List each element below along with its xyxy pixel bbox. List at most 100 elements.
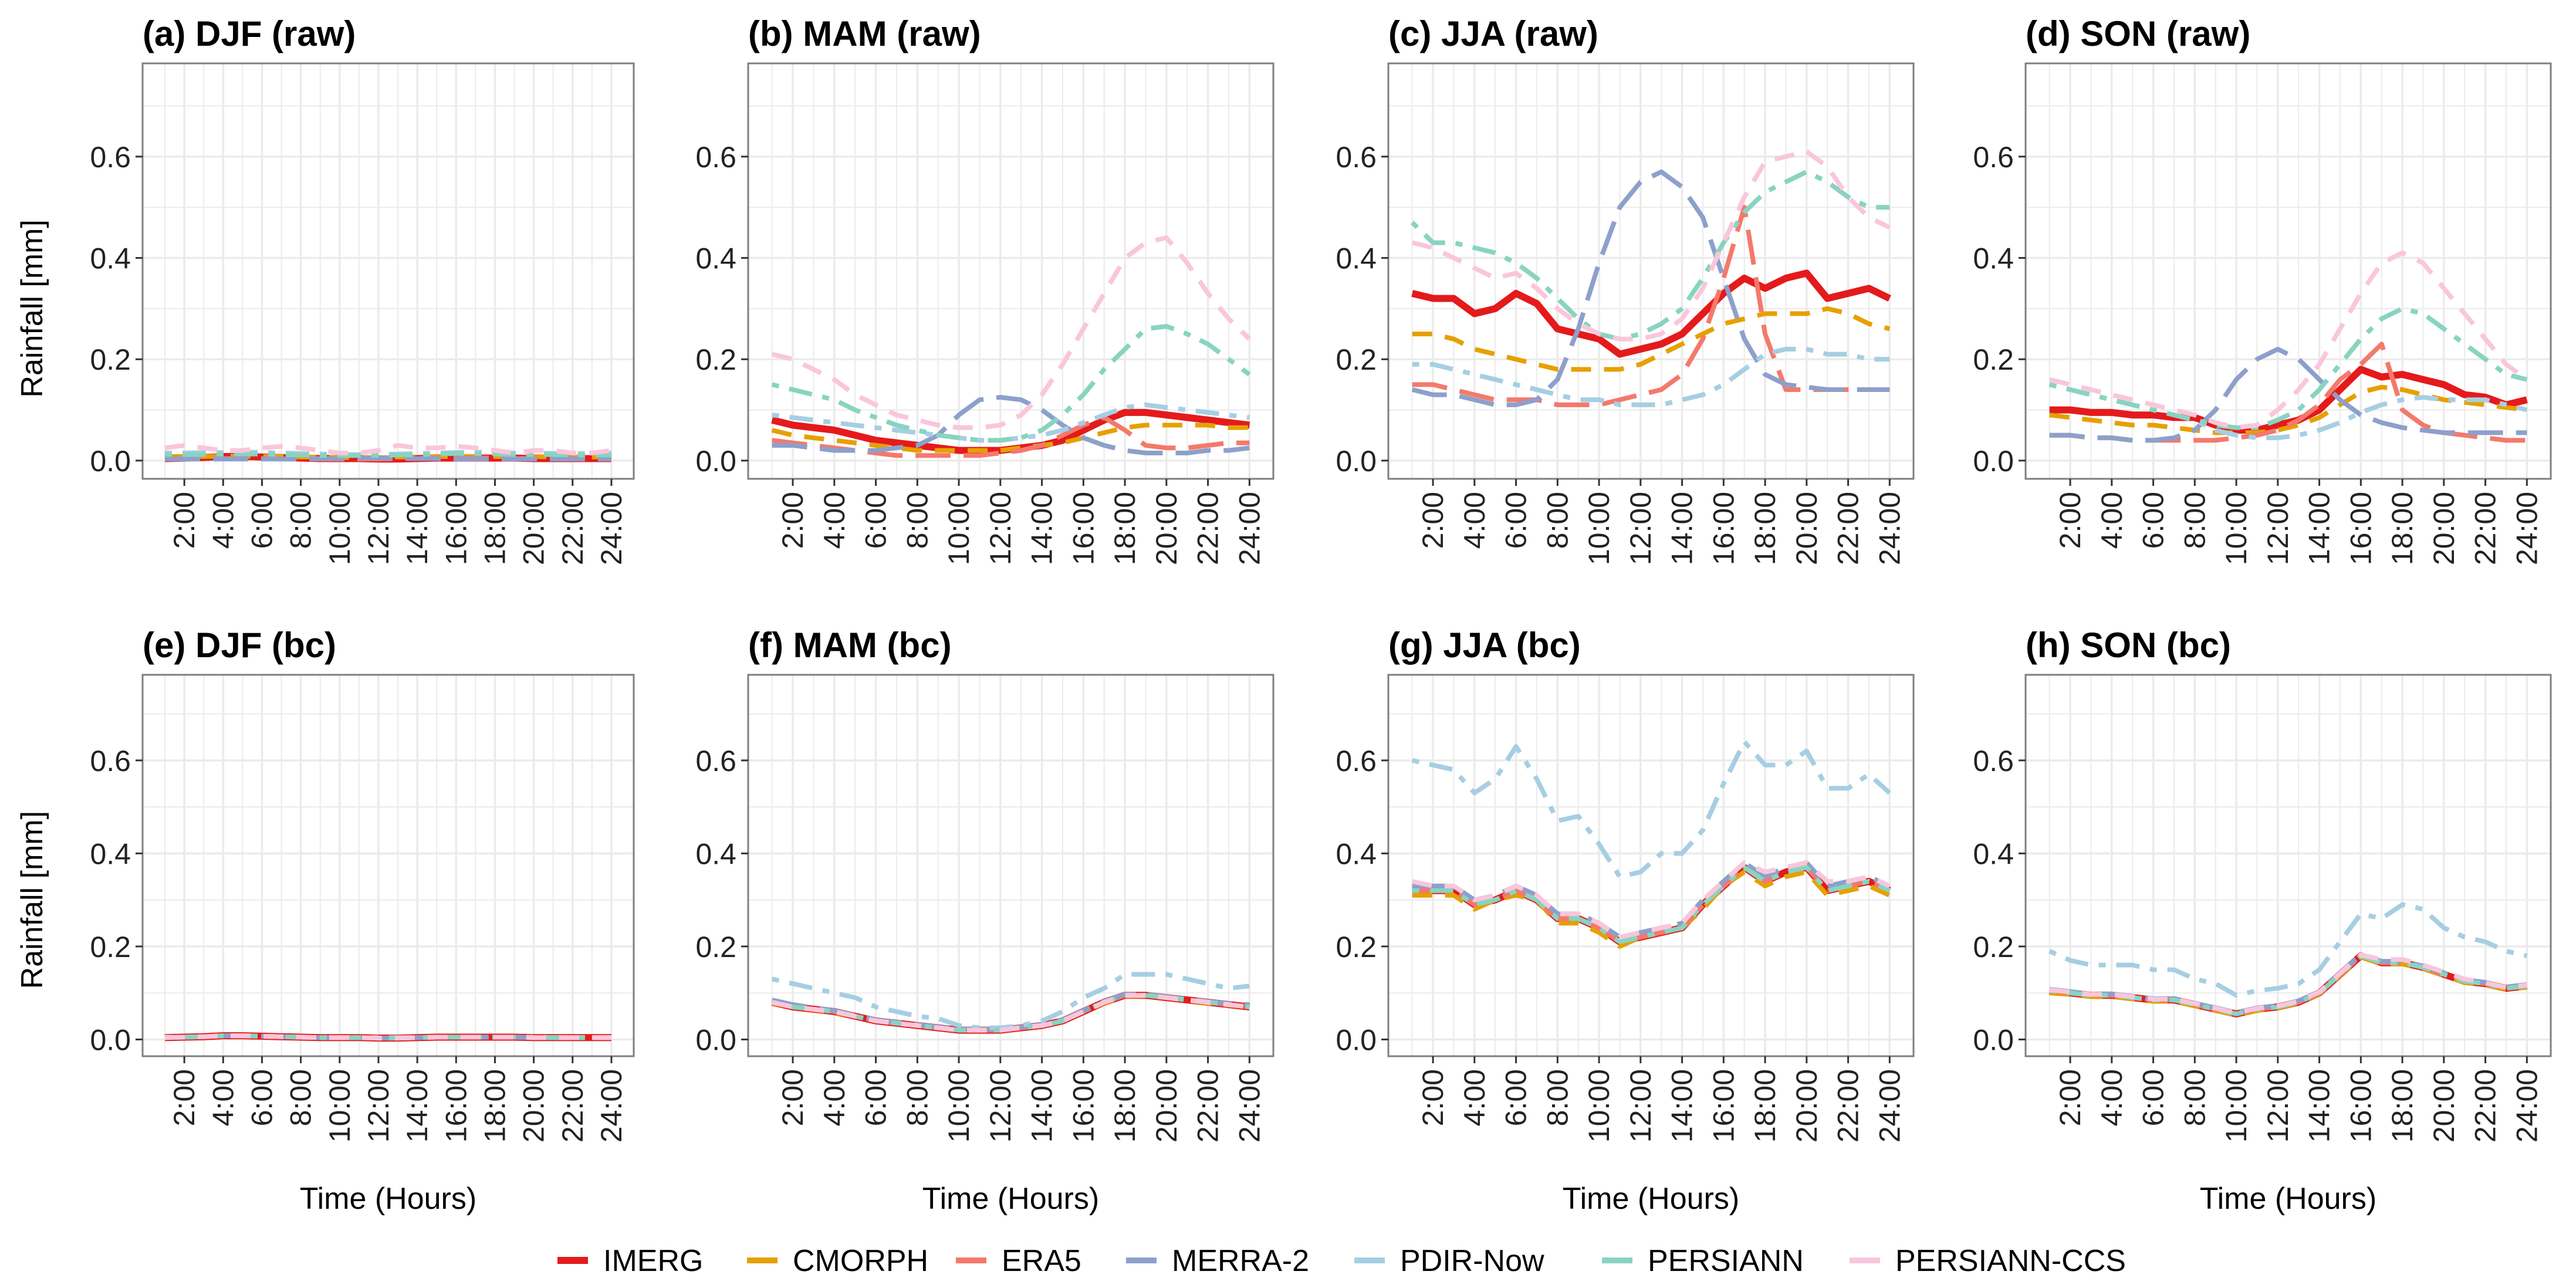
x-axis-title: Time (Hours) bbox=[300, 1182, 476, 1216]
x-tick-label: 24:00 bbox=[595, 1069, 628, 1142]
y-tick-label: 0.4 bbox=[1336, 242, 1377, 275]
y-tick-label: 0.4 bbox=[90, 837, 131, 870]
x-tick-label: 20:00 bbox=[2428, 492, 2460, 565]
x-tick-label: 2:00 bbox=[168, 492, 201, 549]
series-line-persiann-ccs bbox=[164, 1033, 611, 1041]
series-line-persiann-ccs bbox=[771, 993, 1250, 1033]
y-tick-label: 0.0 bbox=[1973, 445, 2014, 478]
x-tick-label: 14:00 bbox=[2303, 1069, 2336, 1142]
panel-b: (b) MAM (raw) 0.0 0.2 0.4 0.6 2:00 4:00 6:00 8:0… bbox=[695, 14, 1275, 565]
panel-c: (c) JJA (raw) 0.0 0.2 0.4 0.6 2:00 4:00 6:00 8:0… bbox=[1336, 14, 1915, 565]
y-tick-label: 0.2 bbox=[90, 931, 131, 964]
x-tick-label: 24:00 bbox=[2510, 492, 2543, 565]
x-tick-label: 22:00 bbox=[1192, 492, 1225, 565]
x-tick-label: 8:00 bbox=[1541, 492, 1574, 549]
x-tick-label: 4:00 bbox=[207, 1069, 239, 1126]
y-tick-label: 0.4 bbox=[1336, 837, 1377, 870]
x-tick-label: 6:00 bbox=[2137, 492, 2170, 549]
plot-border bbox=[1387, 674, 1915, 1057]
series-line-pdir-now bbox=[1412, 347, 1890, 407]
x-tick-label: 12:00 bbox=[984, 492, 1017, 565]
x-tick-label: 8:00 bbox=[2178, 492, 2211, 549]
x-tick-label: 2:00 bbox=[776, 1069, 809, 1126]
x-tick-label: 18:00 bbox=[478, 1069, 511, 1142]
legend-label: PDIR-Now bbox=[1400, 1244, 1544, 1278]
legend-item-persiann: PERSIANN bbox=[1602, 1244, 1804, 1278]
x-tick-label: 10:00 bbox=[1583, 1069, 1615, 1142]
x-tick-label: 22:00 bbox=[1832, 492, 1865, 565]
x-tick-label: 8:00 bbox=[285, 492, 317, 549]
x-tick-label: 10:00 bbox=[1583, 492, 1615, 565]
series-line-persiann bbox=[165, 451, 611, 458]
series-line-merra-2 bbox=[1411, 169, 1890, 407]
x-tick-label: 2:00 bbox=[168, 1069, 201, 1126]
x-tick-label: 2:00 bbox=[776, 492, 809, 549]
series-line-merra-2 bbox=[772, 395, 1250, 455]
x-tick-label: 22:00 bbox=[2469, 492, 2502, 565]
panel-title: (g) JJA (bc) bbox=[1388, 626, 1581, 665]
y-tick-label: 0.2 bbox=[695, 931, 736, 964]
y-tick-label: 0.6 bbox=[1336, 141, 1377, 174]
panel-a: (a) DJF (raw) 0.0 0.2 0.4 0.6 2:00 4:00 6:00 8:0… bbox=[15, 14, 635, 565]
series-line-persiann-ccs bbox=[1411, 860, 1891, 940]
y-tick-label: 0.0 bbox=[90, 1023, 131, 1056]
x-tick-label: 20:00 bbox=[518, 1069, 550, 1142]
x-tick-label: 6:00 bbox=[860, 1069, 893, 1126]
x-tick-label: 24:00 bbox=[595, 492, 628, 565]
x-tick-label: 20:00 bbox=[1150, 492, 1183, 565]
x-tick-label: 18:00 bbox=[1108, 1069, 1141, 1142]
x-tick-label: 14:00 bbox=[1666, 1069, 1699, 1142]
x-tick-label: 20:00 bbox=[1790, 492, 1823, 565]
y-tick-label: 0.0 bbox=[1336, 445, 1377, 478]
series-line-merra-2 bbox=[165, 455, 611, 462]
panel-h: (h) SON (bc) 0.0 0.2 0.4 0.6 2:00 4:00 6:00 8:00… bbox=[1973, 626, 2552, 1216]
x-tick-label: 22:00 bbox=[1832, 1069, 1865, 1142]
x-axis-title: Time (Hours) bbox=[2200, 1182, 2376, 1216]
x-tick-label: 6:00 bbox=[245, 492, 278, 549]
y-tick-label: 0.4 bbox=[695, 837, 736, 870]
x-tick-label: 6:00 bbox=[245, 1069, 278, 1126]
x-tick-label: 8:00 bbox=[2178, 1069, 2211, 1126]
y-tick-label: 0.4 bbox=[1973, 837, 2014, 870]
y-tick-label: 0.2 bbox=[695, 343, 736, 376]
legend-label: MERRA-2 bbox=[1172, 1244, 1309, 1278]
x-tick-label: 8:00 bbox=[901, 492, 934, 549]
x-tick-label: 2:00 bbox=[1417, 492, 1449, 549]
x-tick-label: 12:00 bbox=[1624, 492, 1657, 565]
legend-label: PERSIANN bbox=[1648, 1244, 1804, 1278]
x-tick-label: 18:00 bbox=[1108, 492, 1141, 565]
y-tick-label: 0.0 bbox=[695, 1023, 736, 1056]
x-tick-label: 16:00 bbox=[440, 492, 472, 565]
y-axis-title: Rainfall [mm] bbox=[15, 811, 49, 989]
x-tick-label: 10:00 bbox=[942, 1069, 975, 1142]
x-tick-label: 22:00 bbox=[1192, 1069, 1225, 1142]
x-tick-label: 4:00 bbox=[818, 1069, 851, 1126]
x-tick-label: 8:00 bbox=[901, 1069, 934, 1126]
panel-title: (f) MAM (bc) bbox=[748, 626, 952, 665]
x-tick-label: 18:00 bbox=[478, 492, 511, 565]
plot-background bbox=[1388, 63, 1914, 479]
series-line-pdir-now bbox=[1411, 739, 1891, 879]
x-tick-label: 2:00 bbox=[1417, 1069, 1449, 1126]
legend-item-cmorph: CMORPH bbox=[747, 1244, 928, 1278]
x-tick-label: 22:00 bbox=[556, 1069, 589, 1142]
plot-background bbox=[2026, 675, 2551, 1056]
x-tick-label: 18:00 bbox=[2386, 1069, 2419, 1142]
y-tick-label: 0.6 bbox=[1336, 745, 1377, 777]
plot-background bbox=[143, 675, 634, 1056]
y-tick-label: 0.2 bbox=[1973, 931, 2014, 964]
x-tick-label: 14:00 bbox=[1666, 492, 1699, 565]
x-tick-label: 20:00 bbox=[518, 492, 550, 565]
x-tick-label: 12:00 bbox=[1624, 1069, 1657, 1142]
x-tick-label: 6:00 bbox=[1500, 1069, 1533, 1126]
series-line-persiann-ccs bbox=[164, 443, 612, 455]
x-tick-label: 10:00 bbox=[2220, 1069, 2253, 1142]
series-line-persiann bbox=[1410, 169, 1890, 342]
plot-border bbox=[141, 62, 635, 480]
x-tick-label: 14:00 bbox=[401, 492, 434, 565]
series-line-persiann-ccs bbox=[2049, 952, 2527, 1016]
y-tick-label: 0.6 bbox=[90, 141, 131, 174]
panel-title: (e) DJF (bc) bbox=[143, 626, 336, 665]
legend-item-merra-2: MERRA-2 bbox=[1126, 1244, 1309, 1278]
